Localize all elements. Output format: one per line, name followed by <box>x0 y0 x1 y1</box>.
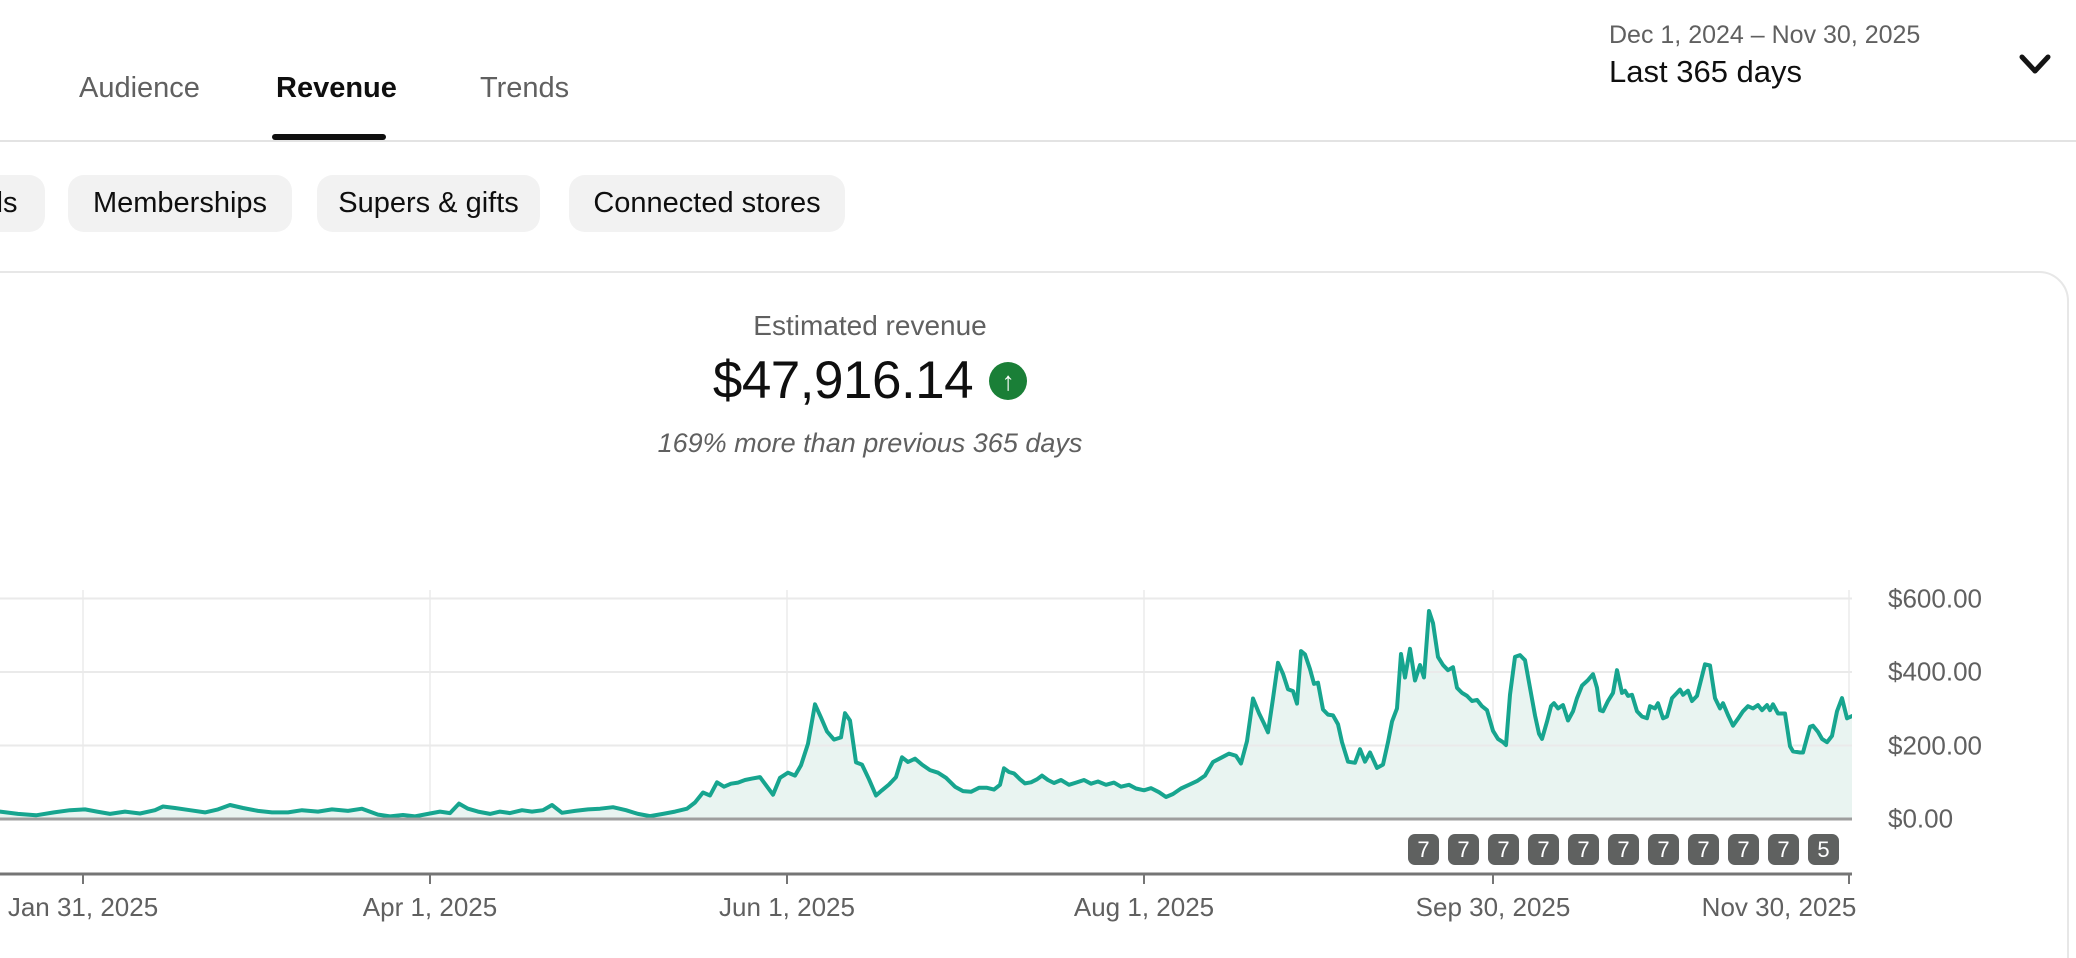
video-count-marker[interactable]: 5 <box>1808 834 1839 865</box>
x-axis-tick-label: Sep 30, 2025 <box>1415 892 1571 922</box>
x-axis-tick-label: Jun 1, 2025 <box>719 892 855 922</box>
video-count-marker[interactable]: 7 <box>1648 834 1679 865</box>
revenue-chart-svg[interactable] <box>0 552 1852 892</box>
y-axis-tick-label: $200.00 <box>1888 730 1982 760</box>
metric-value: $47,916.14 <box>712 351 974 410</box>
metric-header: Estimated revenue $47,916.14 ↑ 169% more… <box>0 308 1740 460</box>
y-axis-tick-label: $400.00 <box>1888 656 1982 687</box>
tabs-divider <box>0 140 2076 142</box>
chip-ads[interactable]: Ads <box>0 175 45 232</box>
revenue-report-card <box>0 271 2069 958</box>
chip-supers-and-gifts[interactable]: Supers & gifts <box>317 175 540 232</box>
y-axis-tick-label: $600.00 <box>1888 583 1982 613</box>
video-count-marker[interactable]: 7 <box>1728 834 1759 865</box>
video-count-marker[interactable]: 7 <box>1768 834 1799 865</box>
x-axis-tick-label: Apr 1, 2025 <box>362 892 498 922</box>
date-range-text: Dec 1, 2024 – Nov 30, 2025 <box>1609 21 1921 49</box>
chevron-down-icon[interactable] <box>2019 52 2051 76</box>
video-count-marker[interactable]: 7 <box>1608 834 1639 865</box>
video-count-marker[interactable]: 7 <box>1448 834 1479 865</box>
video-count-marker[interactable]: 7 <box>1528 834 1559 865</box>
y-axis-tick-label: $0.00 <box>1888 803 1954 834</box>
x-axis-tick-label: Aug 1, 2025 <box>1073 892 1215 922</box>
video-count-marker[interactable]: 7 <box>1688 834 1719 865</box>
chip-memberships[interactable]: Memberships <box>68 175 292 232</box>
active-tab-indicator <box>272 134 386 140</box>
x-axis-tick-label: Nov 30, 2025 <box>1701 892 1857 922</box>
x-axis-tick-label: Jan 31, 2025 <box>7 892 159 922</box>
date-preset-text: Last 365 days <box>1609 54 1803 89</box>
chip-connected-stores[interactable]: Connected stores <box>569 175 845 232</box>
metric-title: Estimated revenue <box>753 310 987 341</box>
tab-revenue[interactable]: Revenue <box>276 72 397 104</box>
metric-comparison: 169% more than previous 365 days <box>657 428 1083 458</box>
tab-audience[interactable]: Audience <box>79 72 200 104</box>
video-count-marker[interactable]: 7 <box>1408 834 1439 865</box>
date-range-picker[interactable]: Dec 1, 2024 – Nov 30, 2025 Last 365 days <box>1609 20 1920 92</box>
tab-trends[interactable]: Trends <box>480 72 570 104</box>
trend-up-icon: ↑ <box>989 362 1028 400</box>
video-count-marker[interactable]: 7 <box>1568 834 1599 865</box>
video-count-marker[interactable]: 7 <box>1488 834 1519 865</box>
